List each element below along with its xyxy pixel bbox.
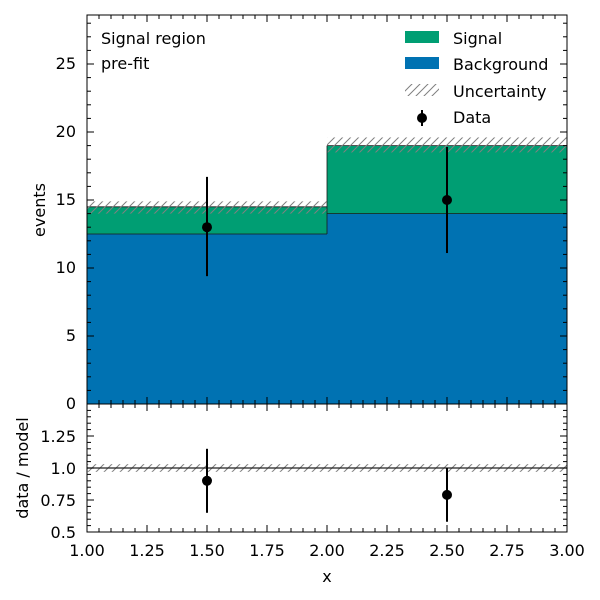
ratio-point <box>202 475 212 486</box>
main-y-tick-labels: 0 5 10 15 20 25 <box>56 54 76 413</box>
legend-background-swatch <box>405 57 439 69</box>
annotation-fit-state: pre-fit <box>101 54 149 73</box>
legend-data-marker <box>417 113 427 123</box>
main-y-tick-label: 5 <box>66 326 76 345</box>
x-tick-label: 1.50 <box>189 541 225 560</box>
ratio-y-tick-labels: 0.5 0.75 1.0 1.25 <box>40 427 76 542</box>
ratio-plot-area <box>87 448 567 522</box>
ratio-point <box>442 489 452 500</box>
ratio-y-tick-label: 0.75 <box>40 491 76 510</box>
ratio-y-tick-label: 1.0 <box>51 459 76 478</box>
legend: Signal Background Uncertainty Data <box>405 29 548 127</box>
main-plot-area <box>87 137 567 404</box>
annotation-region: Signal region <box>101 29 206 48</box>
main-y-tick-label: 25 <box>56 54 76 73</box>
ratio-y-tick-label: 0.5 <box>51 523 76 542</box>
main-y-tick-label: 15 <box>56 190 76 209</box>
data-point <box>202 222 212 233</box>
legend-signal-swatch <box>405 31 439 43</box>
ratio-axis-ticks <box>86 403 568 533</box>
x-tick-label: 2.25 <box>369 541 405 560</box>
ratio-y-tick-label: 1.25 <box>40 427 76 446</box>
x-tick-label: 2.00 <box>309 541 345 560</box>
x-tick-label: 1.25 <box>129 541 165 560</box>
x-axis-title: x <box>322 567 331 586</box>
main-axis-ticks <box>86 15 568 405</box>
legend-data-label: Data <box>453 108 491 127</box>
data-point <box>442 195 452 205</box>
ratio-y-axis-title: data / model <box>13 417 32 518</box>
x-tick-label: 1.75 <box>249 541 285 560</box>
x-tick-label: 2.50 <box>429 541 465 560</box>
legend-background-label: Background <box>453 55 548 74</box>
main-y-tick-label: 0 <box>66 394 76 413</box>
main-y-tick-label: 20 <box>56 122 76 141</box>
ratio-axes-frame <box>86 403 568 533</box>
x-tick-label: 2.75 <box>489 541 525 560</box>
main-y-axis-title: events <box>30 183 49 237</box>
uncertainty-band <box>327 137 567 153</box>
legend-signal-label: Signal <box>453 29 502 48</box>
main-y-tick-label: 10 <box>56 258 76 277</box>
x-tick-labels: 1.00 1.25 1.50 1.75 2.00 2.25 2.50 2.75 … <box>69 541 585 560</box>
x-tick-label: 1.00 <box>69 541 105 560</box>
legend-uncertainty-label: Uncertainty <box>453 82 546 101</box>
legend-uncertainty-swatch <box>405 84 439 96</box>
x-tick-label: 3.00 <box>549 541 585 560</box>
